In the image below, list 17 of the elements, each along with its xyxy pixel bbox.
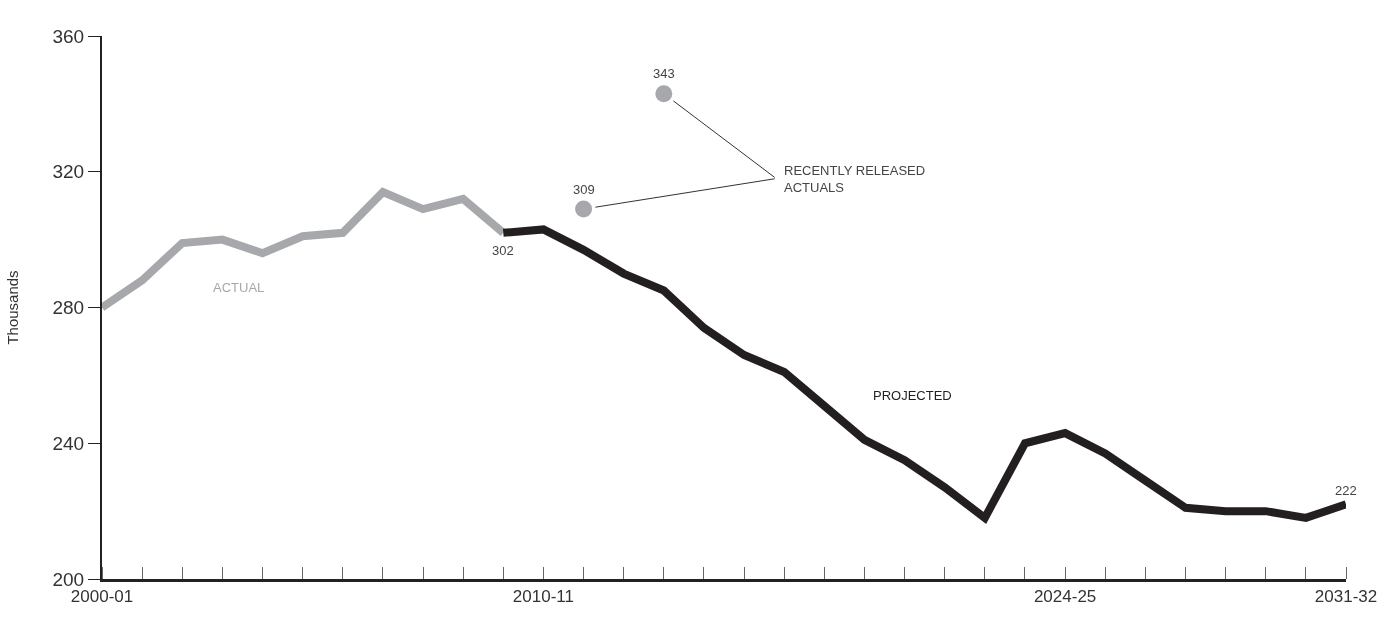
data-label: 222 xyxy=(1335,483,1357,498)
x-tick-label: 2024-25 xyxy=(1033,587,1097,607)
y-tick-label: 200 xyxy=(52,568,85,590)
y-axis-title: Thousands xyxy=(4,270,22,345)
y-tick-label: 280 xyxy=(52,297,85,319)
data-label: 343 xyxy=(653,66,675,81)
data-label: 302 xyxy=(492,243,514,258)
y-tick-label: 240 xyxy=(52,432,85,454)
y-tick-label: 320 xyxy=(52,161,85,183)
x-tick-label: 2000-01 xyxy=(70,587,134,607)
y-tick-label: 360 xyxy=(52,25,85,47)
data-label: 309 xyxy=(573,182,595,197)
text: RECENTLY RELEASED ACTUALS xyxy=(784,163,926,195)
x-tick-label: 2010-11 xyxy=(512,587,574,607)
x-tick-label: 2031-32 xyxy=(1314,587,1378,607)
text: PROJECTED xyxy=(873,388,952,403)
text: ACTUAL xyxy=(213,280,265,295)
